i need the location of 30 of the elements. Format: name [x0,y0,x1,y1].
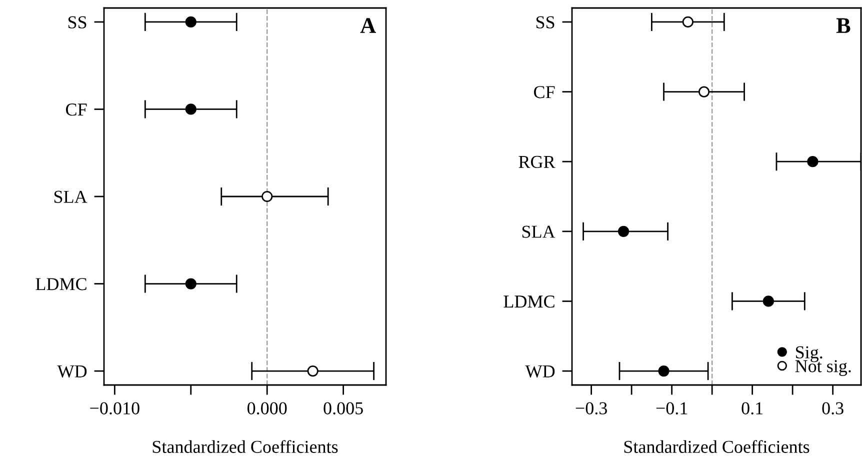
x-tick-label: −0.010 [90,402,140,414]
x-tick-label: 0.1 [742,402,763,414]
y-tick-label: SS [68,16,86,28]
chart-title: B [836,18,850,33]
x-tick-label: −0.3 [576,402,607,414]
x-axis-title: Standardized Coefficients [152,440,338,453]
point [762,296,774,307]
y-tick-label: LDMC [36,278,86,290]
y-tick-label: CF [534,86,555,98]
x-tick-label: 0.3 [822,402,844,414]
x-tick-label: 0.005 [324,402,363,414]
y-tick-label: LDMC [504,296,554,308]
point [658,365,670,377]
point [682,16,694,28]
legend-label: Sig. [796,346,822,362]
y-tick-label: RGR [518,156,556,168]
point [618,226,630,237]
x-axis-title: Standardized Coefficients [624,440,810,453]
y-tick-label: WD [525,365,555,378]
x-tick-label: −0.1 [656,402,688,414]
point [698,86,710,98]
chart-title: A [360,18,376,33]
legend-label: Not sig. [795,360,851,376]
point [807,156,818,168]
y-tick-label: SLA [54,190,88,203]
y-tick-label: WD [57,365,87,378]
y-tick-label: SS [536,16,554,28]
x-tick-label: 0.000 [247,402,287,414]
y-tick-label: SLA [522,226,556,238]
y-tick-label: CF [66,104,87,116]
